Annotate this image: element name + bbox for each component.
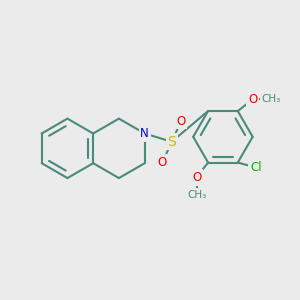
Text: S: S bbox=[167, 135, 176, 149]
Text: CH₃: CH₃ bbox=[261, 94, 280, 104]
Text: CH₃: CH₃ bbox=[187, 190, 206, 200]
Text: O: O bbox=[158, 156, 167, 169]
Text: O: O bbox=[176, 115, 186, 128]
Text: N: N bbox=[140, 127, 149, 140]
Text: Cl: Cl bbox=[250, 161, 262, 174]
Text: O: O bbox=[248, 93, 257, 106]
Text: O: O bbox=[192, 171, 201, 184]
